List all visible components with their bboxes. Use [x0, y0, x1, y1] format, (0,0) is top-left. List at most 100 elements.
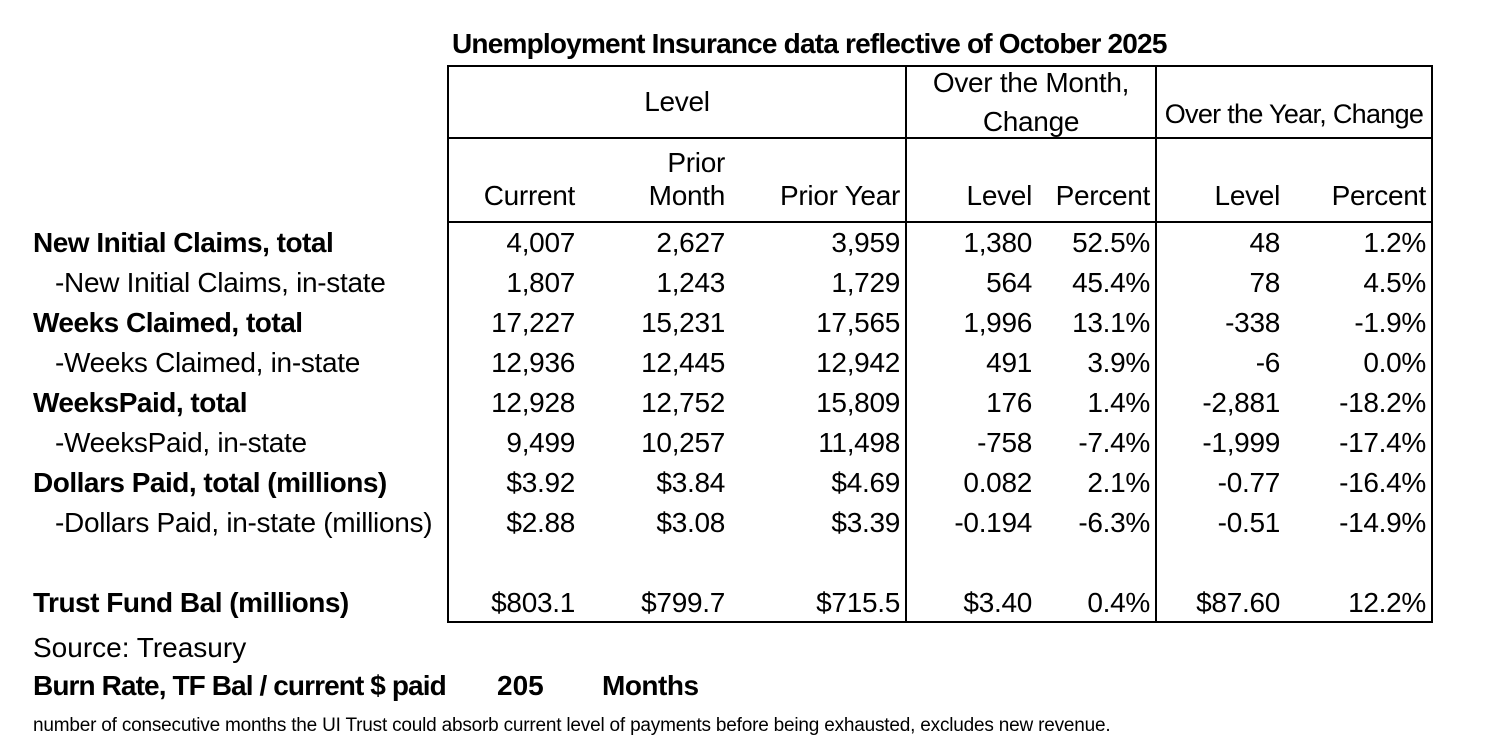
row-label: -WeeksPaid, in-state [55, 427, 307, 458]
table-cell: -17.4% [1285, 423, 1433, 463]
table-cell: 1,380 [905, 223, 1037, 263]
column-group-over-year: Over the Year, Change [1155, 65, 1433, 139]
page-title: Unemployment Insurance data reflective o… [452, 28, 1167, 59]
table-cell: 12,942 [816, 347, 900, 378]
burn-rate-label: Burn Rate, TF Bal / current $ paid [33, 670, 447, 701]
column-header-current: Current [447, 139, 580, 223]
table-cell: $87.60 [1155, 583, 1285, 623]
table-cell: -758 [905, 423, 1037, 463]
table-cell: 176 [905, 383, 1037, 423]
table-cell: $3.84 [656, 467, 725, 498]
table-cell: 10,257 [641, 427, 725, 458]
row-label: -New Initial Claims, in-state [55, 267, 386, 298]
table-cell: 17,565 [816, 307, 900, 338]
row-label: Trust Fund Bal (millions) [33, 587, 349, 618]
table-cell: $2.88 [447, 503, 580, 543]
column-group-over-month: Over the Month, Change [905, 65, 1155, 139]
column-header-prior-month: Prior Month [580, 139, 730, 223]
table-cell: 48 [1155, 223, 1285, 263]
table-cell: 52.5% [1072, 227, 1150, 258]
table-cell: $3.92 [447, 463, 580, 503]
table-cell: -7.4% [1078, 427, 1150, 458]
table-cell: 1,243 [656, 267, 725, 298]
table-cell: -6.3% [1078, 507, 1150, 538]
row-label: -Dollars Paid, in-state (millions) [55, 507, 433, 538]
ui-data-table: Level Over the Month, Change Over the Ye… [33, 65, 1433, 623]
table-cell: 1,729 [831, 267, 900, 298]
row-label: New Initial Claims, total [33, 227, 334, 258]
subheader-spacer [33, 139, 447, 223]
table-cell: 0.082 [905, 463, 1037, 503]
column-header-label: Prior Year [780, 180, 900, 212]
column-header-prior-year: Prior Year [730, 139, 905, 223]
table-cell: -6 [1155, 343, 1285, 383]
column-header-label: Prior Month [648, 146, 726, 212]
table-cell: 12,928 [447, 383, 580, 423]
table-cell: 2.1% [1087, 467, 1150, 498]
table-cell: 12.2% [1285, 583, 1433, 623]
column-header-label: Level [1214, 180, 1281, 212]
header-corner-spacer [33, 65, 447, 139]
table-cell: 12,936 [447, 343, 580, 383]
burn-rate-unit: Months [602, 670, 699, 701]
table-cell-blank [730, 543, 905, 583]
table-cell: -1,999 [1155, 423, 1285, 463]
row-label: Weeks Claimed, total [33, 307, 303, 338]
table-cell: $4.69 [831, 467, 900, 498]
table-cell: -338 [1155, 303, 1285, 343]
table-cell: 0.0% [1285, 343, 1433, 383]
table-cell: 9,499 [447, 423, 580, 463]
table-cell: 12,445 [641, 347, 725, 378]
source-note: Source: Treasury [33, 632, 247, 663]
table-cell: 1.4% [1087, 387, 1150, 418]
column-header-oty-level: Level [1155, 139, 1285, 223]
table-cell: -14.9% [1285, 503, 1433, 543]
table-cell: -1.9% [1285, 303, 1433, 343]
column-header-otm-percent: Percent [1037, 139, 1155, 223]
table-cell: -2,881 [1155, 383, 1285, 423]
table-cell: 1,996 [905, 303, 1037, 343]
table-cell: $715.5 [730, 583, 905, 623]
row-label: -Weeks Claimed, in-state [55, 347, 361, 378]
table-cell: 11,498 [818, 427, 900, 458]
table-cell: 15,809 [816, 387, 900, 418]
column-header-label: Level [966, 180, 1033, 212]
table-cell: 564 [905, 263, 1037, 303]
table-cell: 45.4% [1072, 267, 1150, 298]
table-cell-blank [580, 543, 730, 583]
table-cell-blank [1285, 543, 1433, 583]
table-cell-blank [447, 543, 580, 583]
table-cell: 4,007 [447, 223, 580, 263]
table-cell: 3.9% [1087, 347, 1150, 378]
table-cell: $3.08 [656, 507, 725, 538]
column-group-level: Level [447, 65, 905, 139]
table-cell: 78 [1155, 263, 1285, 303]
table-cell-blank [1155, 543, 1285, 583]
table-cell: -0.77 [1155, 463, 1285, 503]
table-cell: $799.7 [580, 583, 730, 623]
table-cell-blank [905, 543, 1037, 583]
table-cell: 3,959 [831, 227, 900, 258]
row-label-blank [33, 543, 447, 583]
table-cell: 491 [905, 343, 1037, 383]
row-label: Dollars Paid, total (millions) [33, 467, 387, 498]
table-cell: 0.4% [1037, 583, 1155, 623]
table-cell: -0.194 [905, 503, 1037, 543]
table-cell: -0.51 [1155, 503, 1285, 543]
table-cell: -16.4% [1285, 463, 1433, 503]
table-cell: 1.2% [1285, 223, 1433, 263]
table-cell: $3.40 [905, 583, 1037, 623]
burn-rate-value: 205 [497, 670, 544, 701]
column-header-oty-percent: Percent [1285, 139, 1433, 223]
column-header-label: Percent [1055, 180, 1151, 212]
table-cell: 1,807 [447, 263, 580, 303]
table-cell: 15,231 [641, 307, 725, 338]
column-header-label: Current [483, 180, 576, 212]
table-cell: -18.2% [1285, 383, 1433, 423]
table-cell: $803.1 [447, 583, 580, 623]
row-label: WeeksPaid, total [33, 387, 248, 418]
column-header-otm-level: Level [905, 139, 1037, 223]
column-header-label: Percent [1331, 180, 1427, 212]
table-cell: 2,627 [656, 227, 725, 258]
